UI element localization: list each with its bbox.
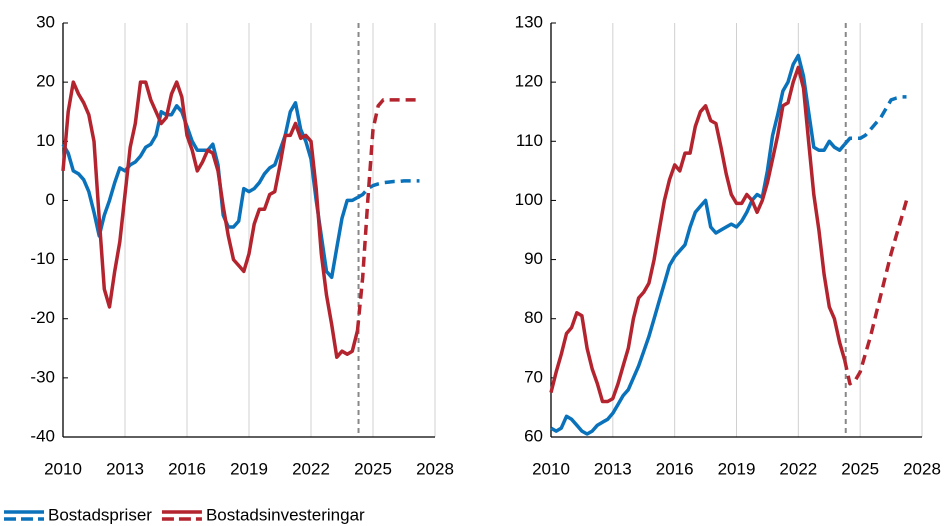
series-line: [61, 101, 359, 280]
y-tick-label: 80: [524, 308, 543, 327]
y-tick-label: 110: [516, 131, 543, 150]
x-tick-label: 2019: [718, 459, 756, 478]
y-tick-label: -40: [30, 426, 55, 445]
y-tick-label: 90: [524, 249, 543, 268]
series-line: [550, 53, 847, 436]
y-tick-label: 30: [36, 12, 55, 31]
y-tick-label: -10: [30, 249, 55, 268]
y-tick-label: 60: [524, 426, 543, 445]
x-tick-label: 2010: [532, 459, 570, 478]
x-tick-label: 2016: [168, 459, 206, 478]
x-tick-label: 2019: [230, 459, 268, 478]
x-tick-label: 2025: [841, 459, 879, 478]
y-tick-label: 20: [36, 72, 55, 91]
series-line: [61, 80, 360, 359]
x-tick-label: 2013: [106, 459, 144, 478]
legend-label: Bostadspriser: [48, 505, 152, 524]
y-tick-label: 70: [524, 367, 543, 386]
forecast-series-line: [842, 199, 909, 386]
y-tick-label: 10: [36, 131, 55, 150]
forecast-series-line: [843, 95, 907, 146]
x-tick-label: 2016: [656, 459, 694, 478]
x-tick-label: 2025: [354, 459, 392, 478]
x-tick-label: 2022: [779, 459, 817, 478]
forecast-series-line: [355, 98, 420, 331]
series-line: [549, 65, 847, 404]
y-tick-label: -20: [30, 308, 55, 327]
y-tick-label: 130: [515, 12, 543, 31]
forecast-series-line: [356, 179, 420, 200]
x-tick-label: 2022: [292, 459, 330, 478]
legend-label: Bostadsinvesteringar: [206, 505, 365, 524]
y-tick-label: 100: [515, 190, 543, 209]
y-tick-label: 120: [515, 72, 543, 91]
x-tick-label: 2028: [416, 459, 454, 478]
x-tick-label: 2028: [903, 459, 941, 478]
x-tick-label: 2010: [44, 459, 82, 478]
x-tick-label: 2013: [594, 459, 632, 478]
y-tick-label: -30: [30, 367, 55, 386]
y-tick-label: 0: [46, 190, 55, 209]
